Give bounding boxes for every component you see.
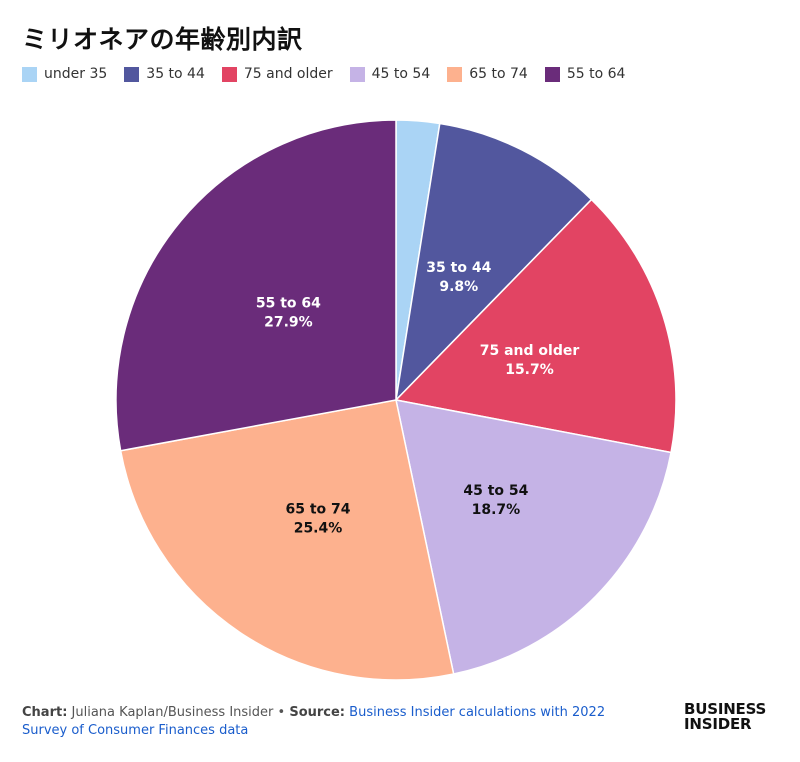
chart-title: ミリオネアの年齢別内訳 — [22, 25, 303, 54]
slice-value-45-to-54: 18.7% — [472, 502, 521, 518]
logo-line-2: INSIDER — [684, 715, 752, 733]
slice-label-45-to-54: 45 to 54 — [463, 483, 528, 499]
legend-item-55-to-64: 55 to 64 — [544, 66, 626, 82]
footer-bullet: • — [277, 705, 286, 720]
legend-swatch — [124, 66, 140, 82]
chart-credit-prefix: Chart: — [22, 705, 68, 720]
legend-label: under 35 — [44, 66, 108, 82]
logo-line-1: BUSINESS — [684, 700, 767, 718]
legend-swatch — [349, 66, 365, 82]
legend-item-75-and-older: 75 and older — [221, 66, 333, 82]
footer: Chart: Juliana Kaplan/Business Insider •… — [22, 704, 642, 740]
chart-credit: Juliana Kaplan/Business Insider — [71, 705, 274, 720]
legend-label: 35 to 44 — [146, 66, 205, 82]
pie-slice-55-to-64 — [115, 119, 397, 452]
legend-label: 55 to 64 — [566, 66, 626, 82]
slice-label-65-to-74: 65 to 74 — [285, 501, 350, 517]
legend-item-35-to-44: 35 to 44 — [124, 66, 205, 82]
legend: under 35 35 to 44 75 and older 45 to 54 … — [22, 66, 642, 82]
slice-label-35-to-44: 35 to 44 — [426, 260, 491, 276]
pie-slice-65-to-74 — [119, 399, 455, 681]
slice-value-55-to-64: 27.9% — [264, 314, 313, 330]
business-insider-logo: BUSINESS INSIDER — [684, 702, 766, 732]
pie-slice-35-to-44 — [394, 122, 593, 403]
legend-item-under-35: under 35 — [22, 66, 107, 82]
slice-value-65-to-74: 25.4% — [294, 520, 343, 536]
legend-label: 45 to 54 — [371, 66, 431, 82]
legend-item-45-to-54: 45 to 54 — [349, 66, 431, 82]
slice-label-55-to-64: 55 to 64 — [256, 295, 321, 311]
source-link[interactable]: Business Insider calculations with 2022 … — [22, 705, 606, 738]
slice-value-75-and-older: 15.7% — [505, 362, 554, 378]
pie-chart: 35 to 44 9.8% 75 and older 15.7% 45 to 54 18.… — [115, 119, 677, 681]
pie-slice-45-to-54 — [395, 399, 672, 675]
pie-slice-75-and-older — [394, 198, 677, 454]
legend-swatch — [22, 66, 37, 82]
legend-label: 75 and older — [243, 66, 333, 82]
legend-swatch — [221, 66, 237, 82]
legend-swatch — [447, 66, 463, 82]
legend-swatch — [544, 66, 560, 82]
legend-label: 65 to 74 — [469, 66, 528, 82]
slice-value-35-to-44: 9.8% — [439, 279, 478, 295]
source-prefix: Source: — [289, 705, 346, 720]
slice-label-75-and-older: 75 and older — [480, 343, 580, 359]
legend-item-65-to-74: 65 to 74 — [447, 66, 528, 82]
